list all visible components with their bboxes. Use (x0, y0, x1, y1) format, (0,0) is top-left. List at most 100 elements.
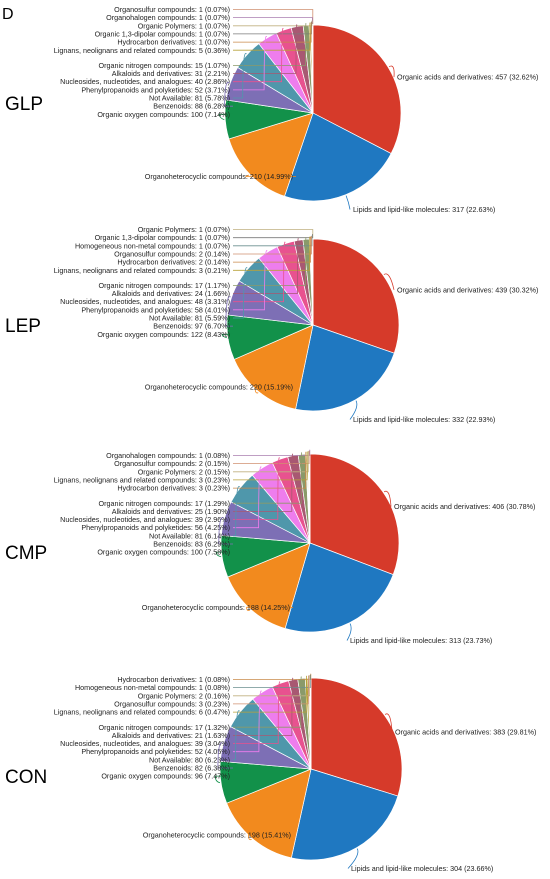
slice-label-organic-nitrogen-compounds: Organic nitrogen compounds: 17 (1.32%) (99, 723, 230, 732)
slice-label-organosulfur-compounds: Organosulfur compounds: 3 (0.23%) (114, 699, 230, 708)
slice-label-alkaloids-and-derivatives: Alkaloids and derivatives: 24 (1.66%) (112, 289, 230, 298)
slice-label-organic-oxygen-compounds: Organic oxygen compounds: 122 (8.43%) (97, 330, 230, 339)
leader-line (383, 273, 395, 290)
slice-label-organic-nitrogen-compounds: Organic nitrogen compounds: 15 (1.07%) (99, 61, 230, 70)
slice-label-organohalogen-compounds: Organohalogen compounds: 1 (0.07%) (106, 13, 230, 22)
slice-label-organic-1-3-dipolar-compounds: Organic 1,3-dipolar compounds: 1 (0.07%) (95, 29, 230, 38)
leader-line (217, 742, 233, 769)
slice-label-alkaloids-and-derivatives: Alkaloids and derivatives: 25 (1.90%) (112, 507, 230, 516)
leader-line (233, 674, 311, 688)
slice-label-organoheterocyclic-compounds: Organoheterocyclic compounds: 198 (15.41… (143, 830, 291, 839)
leader-line (233, 235, 312, 255)
slice-label-organic-polymers: Organic Polymers: 2 (0.15%) (138, 467, 230, 476)
leader-line (233, 236, 311, 271)
slice-label-organosulfur-compounds: Organosulfur compounds: 1 (0.07%) (114, 5, 230, 14)
slice-label-lignans-neolignans-and-related-compounds: Lignans, neolignans and related compound… (54, 475, 230, 484)
slice-label-organosulfur-compounds: Organosulfur compounds: 2 (0.14%) (114, 249, 230, 258)
slice-label-alkaloids-and-derivatives: Alkaloids and derivatives: 21 (1.63%) (112, 731, 230, 740)
leader-line (349, 400, 358, 420)
leader-line (233, 675, 307, 713)
slice-label-nucleosides-nucleotides-and-analogues: Nucleosides, nucleotides, and analogues:… (60, 739, 230, 748)
leader-line (233, 451, 309, 473)
slice-label-organoheterocyclic-compounds: Organoheterocyclic compounds: 220 (15.19… (145, 383, 293, 392)
pie-slice-lipids-and-lipid-like-molecules (284, 112, 392, 202)
leader-line (233, 457, 280, 520)
leader-line (233, 466, 262, 529)
leader-line (346, 623, 352, 641)
slice-label-organic-polymers: Organic Polymers: 2 (0.16%) (138, 691, 230, 700)
pie-slice-organic-acids-and-derivatives (310, 677, 403, 797)
leader-line (233, 235, 313, 247)
leader-line (233, 453, 294, 512)
slice-label-organohalogen-compounds: Organohalogen compounds: 1 (0.08%) (106, 451, 230, 460)
slice-label-not-available: Not Available: 80 (6.23%) (149, 755, 230, 764)
slice-label-alkaloids-and-derivatives: Alkaloids and derivatives: 31 (2.21%) (112, 69, 230, 78)
slice-label-benzenoids: Benzenoids: 97 (6.70%) (153, 322, 230, 331)
pie-panel-lep: LEP Organic Polymers: 1 (0.07%)Organic 1,… (5, 225, 538, 424)
slice-label-homogeneous-non-metal-compounds: Homogeneous non-metal compounds: 1 (0.08… (75, 683, 230, 692)
slice-label-benzenoids: Benzenoids: 88 (6.28%) (153, 102, 230, 111)
leader-line (233, 675, 311, 697)
slice-label-organic-oxygen-compounds: Organic oxygen compounds: 100 (7.14%) (97, 110, 230, 119)
slice-label-organoheterocyclic-compounds: Organoheterocyclic compounds: 210 (14.99… (145, 172, 293, 181)
leader-line (233, 236, 312, 263)
slice-label-organic-polymers: Organic Polymers: 1 (0.07%) (138, 21, 230, 30)
leader-line (233, 690, 262, 753)
slice-label-phenylpropanoids-and-polyketides: Phenylpropanoids and polyketides: 52 (3.… (81, 85, 230, 94)
pie-title-cmp: CMP (5, 543, 47, 564)
pie-slice-organoheterocyclic-compounds (228, 112, 314, 197)
leader-line (225, 296, 233, 327)
slice-label-organic-acids-and-derivatives: Organic acids and derivatives: 406 (30.7… (394, 502, 535, 511)
leader-line (233, 234, 313, 239)
slice-label-organic-nitrogen-compounds: Organic nitrogen compounds: 17 (1.29%) (99, 499, 230, 508)
slice-label-organic-oxygen-compounds: Organic oxygen compounds: 100 (7.58%) (97, 548, 230, 557)
slice-label-organic-1-3-dipolar-compounds: Organic 1,3-dipolar compounds: 1 (0.07%) (95, 233, 230, 242)
pie-slice-organic-acids-and-derivatives (312, 24, 402, 155)
leader-line (233, 681, 281, 744)
pie-title-glp: GLP (5, 94, 43, 115)
slice-label-hydrocarbon-derivatives: Hydrocarbon derivatives: 2 (0.14%) (117, 258, 230, 267)
pie-title-con: CON (5, 767, 47, 788)
leader-line (247, 834, 294, 841)
slice-label-organic-polymers: Organic Polymers: 1 (0.07%) (138, 225, 230, 234)
slice-label-not-available: Not Available: 81 (6.14%) (149, 531, 230, 540)
slice-label-organic-acids-and-derivatives: Organic acids and derivatives: 383 (29.8… (395, 727, 536, 736)
pie-slice-organic-acids-and-derivatives (312, 238, 400, 354)
leader-line (347, 848, 359, 869)
leader-line (383, 490, 392, 507)
leader-line (345, 195, 351, 210)
leader-line (233, 451, 307, 489)
slice-label-nucleosides-nucleotides-and-analogues: Nucleosides, nucleotides, and analogues:… (60, 77, 230, 86)
slice-label-organic-oxygen-compounds: Organic oxygen compounds: 96 (7.47%) (101, 772, 230, 781)
leader-line (388, 65, 395, 78)
leader-line (233, 452, 303, 504)
leader-line (384, 713, 393, 732)
pie-slice-lipids-and-lipid-like-molecules (284, 542, 394, 633)
slice-label-nucleosides-nucleotides-and-analogues: Nucleosides, nucleotides, and analogues:… (60, 297, 230, 306)
slice-label-phenylpropanoids-and-polyketides: Phenylpropanoids and polyketides: 56 (4.… (81, 523, 230, 532)
pie-title-lep: LEP (5, 316, 41, 337)
leader-line (218, 517, 233, 545)
slice-label-lignans-neolignans-and-related-compounds: Lignans, neolignans and related compound… (54, 46, 230, 55)
slice-label-homogeneous-non-metal-compounds: Homogeneous non-metal compounds: 1 (0.07… (75, 241, 230, 250)
slice-label-organic-acids-and-derivatives: Organic acids and derivatives: 457 (32.6… (397, 73, 538, 82)
leader-line (233, 241, 286, 303)
slice-label-lipids-and-lipid-like-molecules: Lipids and lipid-like molecules: 313 (23… (350, 636, 492, 645)
slice-label-benzenoids: Benzenoids: 83 (6.29%) (153, 540, 230, 549)
leader-line (233, 675, 309, 705)
leader-line (221, 333, 233, 339)
slice-label-hydrocarbon-derivatives: Hydrocarbon derivatives: 3 (0.23%) (117, 484, 230, 493)
pie-slice-organic-acids-and-derivatives (309, 453, 400, 576)
leader-line (246, 606, 293, 611)
slice-label-organic-acids-and-derivatives: Organic acids and derivatives: 439 (30.3… (397, 285, 538, 294)
leader-line (233, 9, 314, 24)
leader-line (233, 36, 268, 91)
leader-line (233, 673, 312, 680)
leader-line (233, 24, 298, 74)
leader-line (233, 22, 311, 51)
pie-panel-con: CON Hydrocarbon derivatives: 1 (0.08%)Hom… (5, 673, 536, 873)
slice-label-lipids-and-lipid-like-molecules: Lipids and lipid-like molecules: 317 (22… (353, 205, 495, 214)
slice-label-lipids-and-lipid-like-molecules: Lipids and lipid-like molecules: 332 (22… (353, 415, 495, 424)
